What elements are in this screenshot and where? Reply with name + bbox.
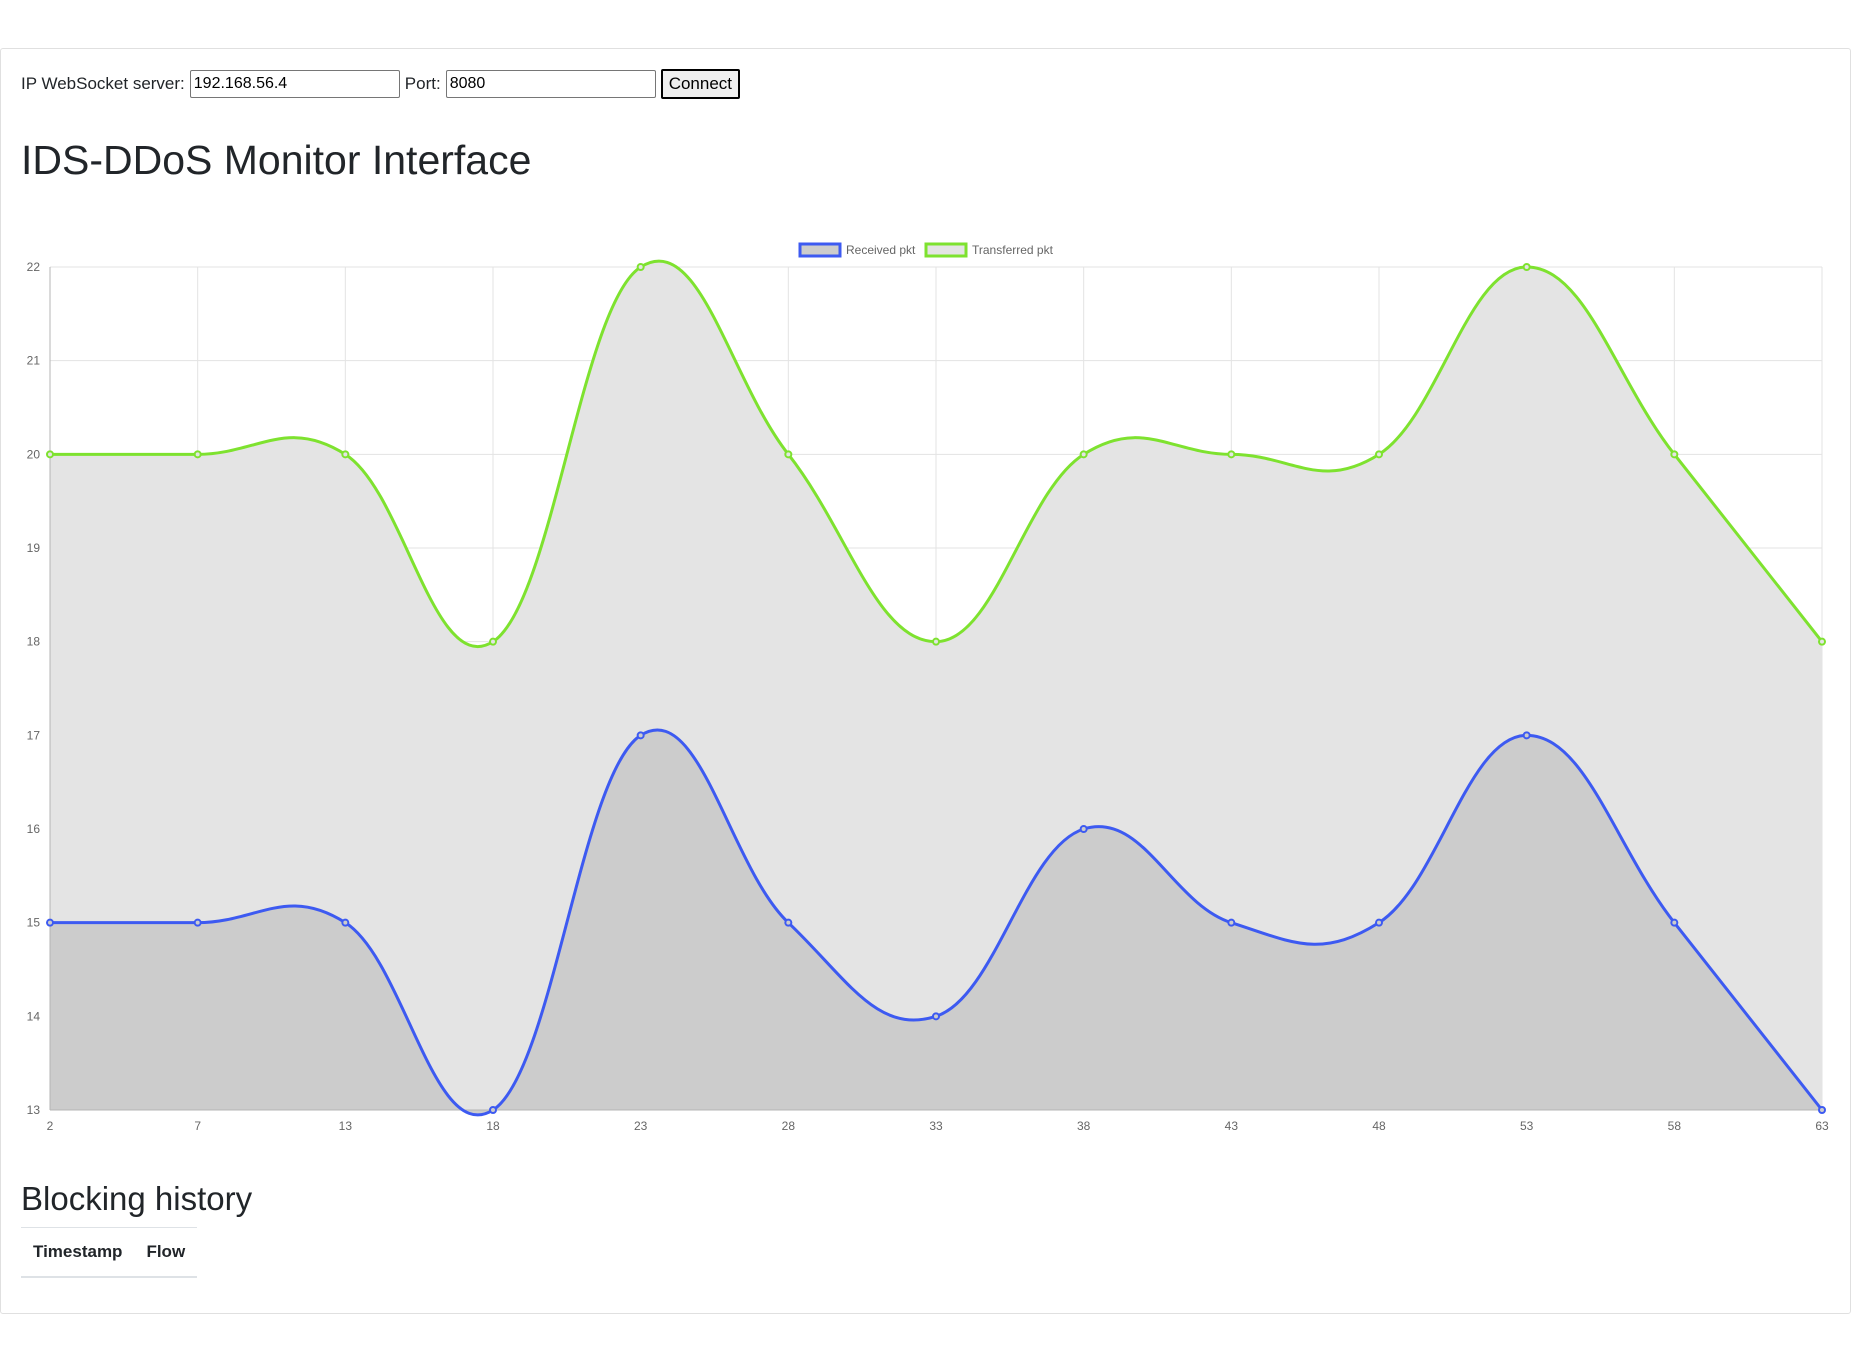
y-tick-label: 13	[27, 1103, 41, 1117]
data-point	[1079, 450, 1088, 459]
legend-swatch-0	[798, 242, 842, 258]
data-point	[932, 1012, 940, 1021]
port-input[interactable]	[445, 70, 656, 98]
y-tick-label: 15	[27, 916, 41, 930]
legend-swatch-1	[924, 242, 968, 258]
data-point	[1227, 450, 1236, 459]
legend-label-0: Received pkt	[846, 243, 916, 257]
x-tick-label: 2	[47, 1119, 54, 1133]
data-point	[193, 450, 202, 459]
data-point	[1522, 731, 1531, 740]
x-tick-label: 28	[782, 1119, 796, 1133]
data-point	[1375, 918, 1383, 927]
data-point	[1522, 263, 1531, 271]
series-area-1	[50, 261, 1822, 1110]
main-panel	[0, 48, 1851, 1314]
data-point	[341, 918, 350, 927]
x-tick-label: 13	[339, 1119, 353, 1133]
x-tick-label: 43	[1225, 1119, 1239, 1133]
y-tick-label: 19	[27, 541, 41, 555]
y-tick-label: 21	[27, 354, 41, 368]
ip-input[interactable]	[189, 70, 400, 98]
data-point	[489, 637, 497, 646]
page-title: IDS-DDoS Monitor Interface	[21, 137, 532, 183]
data-point	[1818, 637, 1826, 646]
data-point	[784, 450, 793, 459]
data-point	[1227, 918, 1236, 927]
column-header-timestamp: Timestamp	[21, 1227, 135, 1278]
data-point	[489, 1106, 497, 1114]
y-tick-label: 16	[27, 822, 41, 836]
x-tick-label: 63	[1815, 1119, 1829, 1133]
connect-button[interactable]: Connect	[660, 69, 741, 99]
data-point	[636, 731, 645, 740]
x-tick-label: 33	[929, 1119, 943, 1133]
ip-label: IP WebSocket server:	[21, 74, 185, 93]
data-point	[636, 263, 645, 271]
x-tick-label: 38	[1077, 1119, 1091, 1133]
y-tick-label: 20	[27, 447, 41, 461]
port-label: Port:	[404, 74, 441, 93]
x-tick-label: 18	[486, 1119, 500, 1133]
data-point	[932, 637, 940, 646]
blocking-history-table: Timestamp Flow	[21, 1227, 198, 1278]
blocking-history-title: Blocking history	[21, 1180, 253, 1217]
x-tick-label: 48	[1372, 1119, 1386, 1133]
series-area-0	[50, 729, 1822, 1115]
column-header-flow: Flow	[134, 1227, 198, 1278]
connection-bar: IP WebSocket server: Port: Connect	[21, 69, 741, 99]
y-tick-label: 18	[27, 635, 41, 649]
y-tick-label: 17	[27, 728, 41, 742]
x-tick-label: 7	[194, 1119, 201, 1133]
x-tick-label: 23	[634, 1119, 648, 1133]
x-tick-label: 53	[1520, 1119, 1534, 1133]
data-point	[46, 918, 54, 927]
data-point	[784, 918, 793, 927]
x-tick-label: 58	[1668, 1119, 1682, 1133]
legend-label-1: Transferred pkt	[972, 243, 1054, 257]
data-point	[1079, 825, 1088, 833]
data-point	[1375, 450, 1383, 459]
data-point	[1818, 1106, 1826, 1114]
data-point	[46, 450, 54, 459]
data-point	[193, 918, 202, 927]
y-tick-label: 14	[27, 1009, 41, 1023]
data-point	[1670, 450, 1679, 459]
data-point	[341, 450, 350, 459]
table-header-row: Timestamp Flow	[21, 1227, 198, 1278]
y-tick-label: 22	[27, 260, 41, 274]
data-point	[1670, 918, 1679, 927]
